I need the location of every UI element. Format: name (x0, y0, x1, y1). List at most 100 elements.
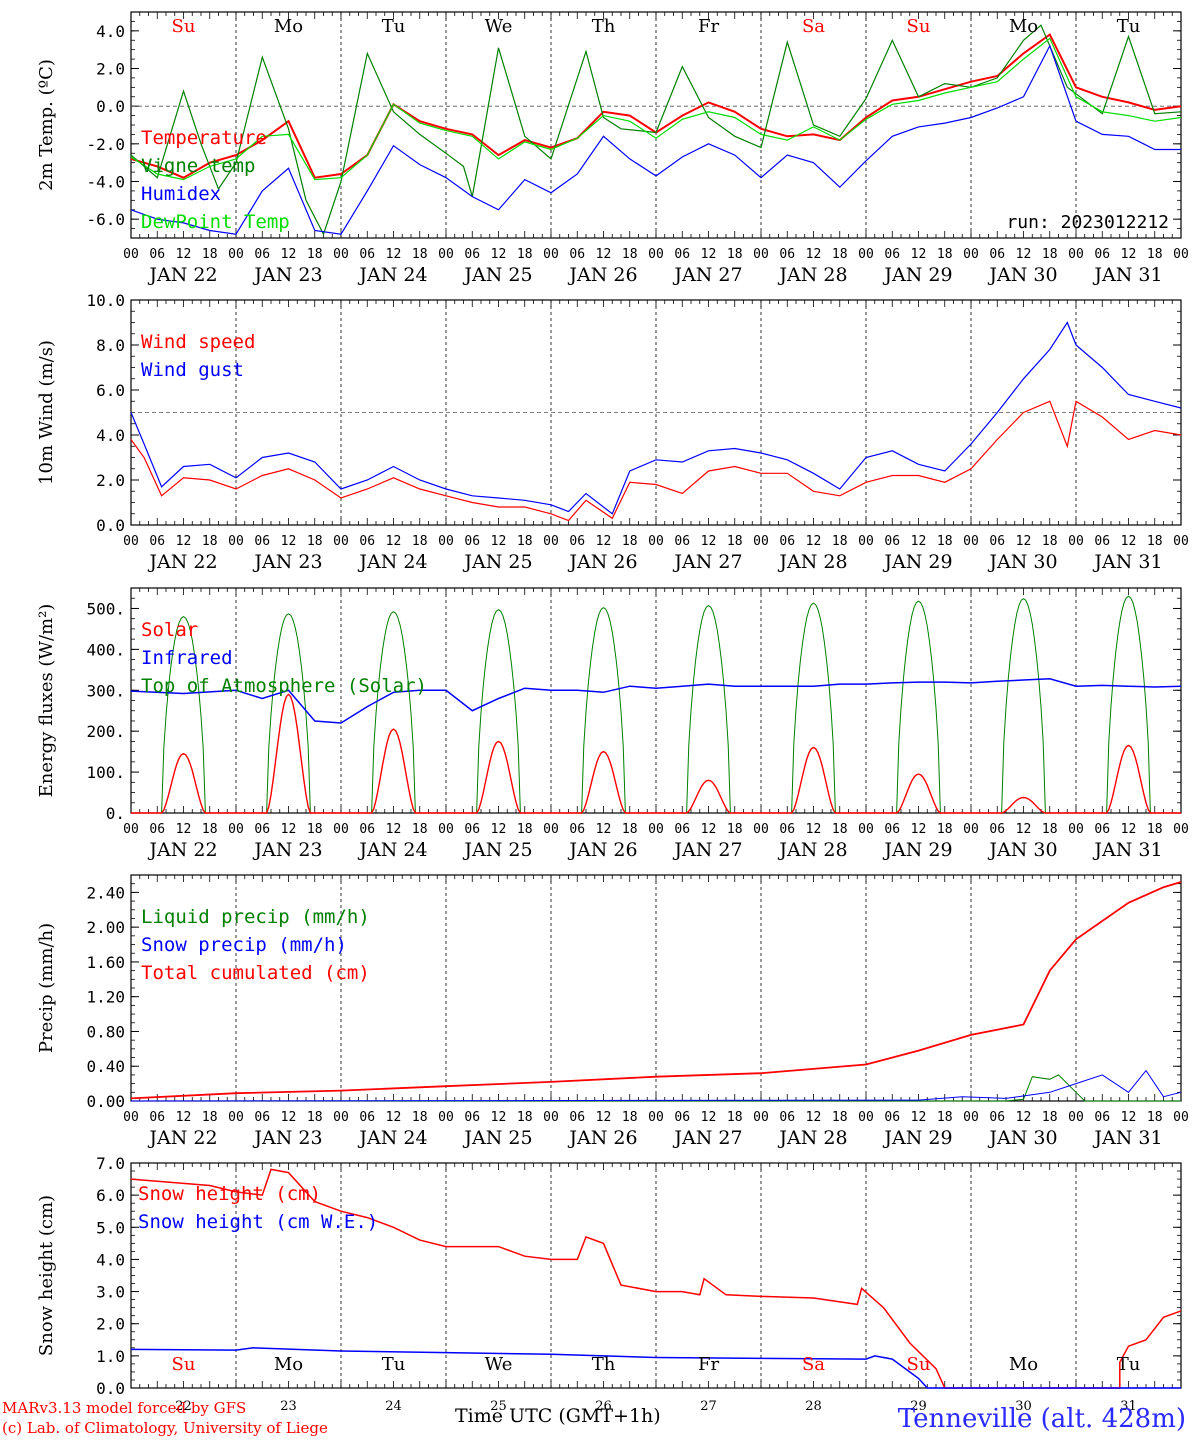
hour-tick-label: 12 (806, 822, 822, 837)
hour-tick-label: 18 (202, 1110, 218, 1125)
day-number-label: 26 (595, 1399, 612, 1414)
y-tick-label: 100. (86, 763, 125, 782)
hour-tick-label: 18 (517, 247, 533, 262)
hour-tick-label: 18 (202, 247, 218, 262)
hour-tick-label: 00 (1173, 1110, 1189, 1125)
day-number-label: 31 (1120, 1399, 1137, 1414)
hour-tick-label: 12 (701, 822, 717, 837)
hour-tick-label: 06 (359, 1110, 375, 1125)
hour-tick-label: 06 (779, 247, 795, 262)
hour-tick-label: 00 (1068, 534, 1084, 549)
hour-tick-label: 18 (517, 534, 533, 549)
hour-tick-label: 00 (753, 1110, 769, 1125)
lab-credit: (c) Lab. of Climatology, University of L… (2, 1419, 328, 1437)
hour-tick-label: 12 (491, 1110, 507, 1125)
hour-tick-label: 18 (1147, 534, 1163, 549)
hour-tick-label: 06 (674, 247, 690, 262)
hour-tick-label: 12 (386, 534, 402, 549)
hour-tick-label: 06 (569, 247, 585, 262)
y-tick-label: 0. (106, 804, 125, 823)
y-tick-label: 500. (86, 599, 125, 618)
weekday-label: Sa (802, 1354, 825, 1375)
hour-tick-label: 18 (1042, 822, 1058, 837)
hour-tick-label: 12 (806, 247, 822, 262)
date-label: JAN 25 (462, 264, 532, 286)
hour-tick-label: 06 (464, 247, 480, 262)
hour-tick-label: 18 (727, 822, 743, 837)
series-line-3 (130, 37, 1182, 181)
solar-line (131, 693, 1181, 814)
legend-entry: Wind gust (141, 359, 244, 381)
hour-tick-label: 00 (228, 1110, 244, 1125)
date-label: JAN 30 (987, 551, 1057, 573)
legend-entry: Vigne temp (141, 155, 255, 177)
hour-tick-label: 12 (1121, 247, 1137, 262)
y-tick-label: 200. (86, 722, 125, 741)
date-label: JAN 27 (672, 551, 742, 573)
weekday-label: Su (907, 16, 931, 37)
hour-tick-label: 06 (989, 534, 1005, 549)
hour-tick-label: 12 (176, 822, 192, 837)
hour-tick-label: 18 (727, 247, 743, 262)
date-label: JAN 30 (987, 839, 1057, 861)
date-label: JAN 29 (882, 264, 952, 286)
hour-tick-label: 18 (727, 534, 743, 549)
hour-tick-label: 12 (281, 534, 297, 549)
hour-tick-label: 12 (176, 534, 192, 549)
series-line-1 (130, 1347, 1181, 1389)
legend-entry: Snow precip (mm/h) (141, 934, 347, 956)
y-tick-label: 2.00 (86, 918, 125, 937)
y-axis-label: Energy fluxes (W/m²) (36, 604, 57, 798)
hour-tick-label: 12 (806, 1110, 822, 1125)
hour-tick-label: 06 (569, 1110, 585, 1125)
hour-tick-label: 12 (491, 534, 507, 549)
hour-tick-label: 06 (1094, 247, 1110, 262)
hour-tick-label: 06 (674, 822, 690, 837)
hour-tick-label: 06 (464, 1110, 480, 1125)
hour-tick-label: 00 (648, 247, 664, 262)
hour-tick-label: 06 (359, 822, 375, 837)
hour-tick-label: 12 (1016, 247, 1032, 262)
series-line-0 (131, 1074, 1181, 1102)
hour-tick-label: 12 (176, 247, 192, 262)
weekday-label: Mo (1009, 1354, 1038, 1375)
y-axis-label: 2m Temp. (ºC) (36, 59, 57, 191)
hour-tick-label: 06 (359, 534, 375, 549)
y-tick-label: 2.0 (96, 471, 125, 490)
hour-tick-label: 06 (359, 247, 375, 262)
hour-tick-label: 18 (937, 822, 953, 837)
hour-tick-label: 18 (517, 822, 533, 837)
hour-tick-label: 18 (1147, 1110, 1163, 1125)
date-label: JAN 27 (672, 1127, 742, 1149)
weekday-label: Mo (1009, 16, 1038, 37)
date-label: JAN 22 (147, 551, 217, 573)
hour-tick-label: 06 (884, 1110, 900, 1125)
hour-tick-label: 12 (1016, 822, 1032, 837)
hour-tick-label: 12 (806, 534, 822, 549)
weekday-label: Fr (698, 16, 719, 37)
hour-tick-label: 06 (989, 247, 1005, 262)
panel-precip: 0.00 0.40 0.80 1.20 1.60 2.00 2.40 Precip (mm/h… (36, 874, 1189, 1149)
date-label: JAN 28 (777, 839, 847, 861)
weekday-label: Th (592, 16, 616, 37)
y-tick-label: 300. (86, 681, 125, 700)
y-tick-label: 5.0 (96, 1218, 125, 1237)
y-tick-label: 400. (86, 640, 125, 659)
hour-tick-label: 06 (1094, 822, 1110, 837)
hour-tick-label: 00 (1068, 247, 1084, 262)
weekday-label: Tu (1117, 16, 1141, 37)
y-axis-label: Precip (mm/h) (36, 923, 57, 1053)
weekday-label: Fr (698, 1354, 719, 1375)
day-number-label: 23 (280, 1399, 297, 1414)
hour-tick-label: 00 (228, 247, 244, 262)
hour-tick-label: 06 (779, 1110, 795, 1125)
hour-tick-label: 12 (911, 1110, 927, 1125)
hour-tick-label: 18 (727, 1110, 743, 1125)
date-label: JAN 31 (1092, 839, 1162, 861)
hour-tick-label: 18 (937, 534, 953, 549)
date-label: JAN 24 (357, 551, 427, 573)
hour-tick-label: 18 (1042, 534, 1058, 549)
date-label: JAN 26 (567, 264, 637, 286)
hour-tick-label: 18 (937, 1110, 953, 1125)
hour-tick-label: 18 (622, 1110, 638, 1125)
